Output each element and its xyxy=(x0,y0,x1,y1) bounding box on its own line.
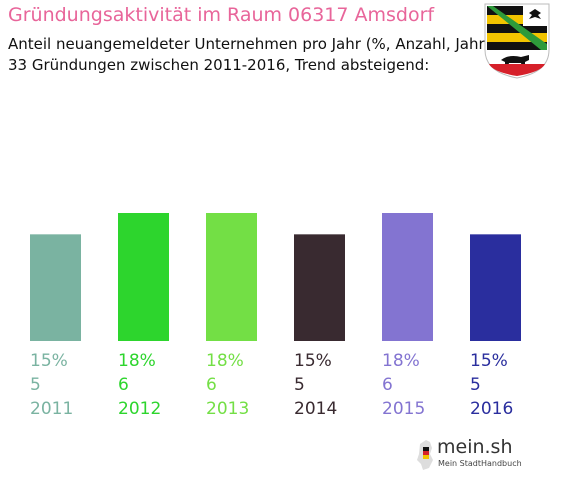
chart-summary: 33 Gründungen zwischen 2011-2016, Trend … xyxy=(8,56,430,74)
germany-map-icon xyxy=(417,440,433,470)
count-label-2015: 6 xyxy=(382,375,393,395)
bar-2016 xyxy=(470,234,521,341)
percent-label-2016: 15% xyxy=(470,351,508,371)
count-label-2016: 5 xyxy=(470,375,481,395)
percent-label-2012: 18% xyxy=(118,351,156,371)
percent-label-2011: 15% xyxy=(30,351,68,371)
chart-title: Gründungsaktivität im Raum 06317 Amsdorf xyxy=(8,4,435,26)
count-label-2014: 5 xyxy=(294,375,305,395)
year-label-2015: 2015 xyxy=(382,399,425,419)
percent-label-2013: 18% xyxy=(206,351,244,371)
percent-label-2014: 15% xyxy=(294,351,332,371)
bar-2014 xyxy=(294,234,345,341)
logo-tagline: Mein StadtHandbuch xyxy=(438,459,522,468)
bar-2011 xyxy=(30,234,81,341)
bar-2012 xyxy=(118,213,169,341)
count-label-2011: 5 xyxy=(30,375,41,395)
percent-label-2015: 18% xyxy=(382,351,420,371)
saxony-anhalt-coat-of-arms-icon xyxy=(484,3,550,79)
bar-2013 xyxy=(206,213,257,341)
count-label-2013: 6 xyxy=(206,375,217,395)
year-label-2016: 2016 xyxy=(470,399,513,419)
chart-subtitle: Anteil neuangemeldeter Unternehmen pro J… xyxy=(8,35,491,53)
year-label-2011: 2011 xyxy=(30,399,73,419)
year-label-2014: 2014 xyxy=(294,399,337,419)
year-label-2012: 2012 xyxy=(118,399,161,419)
bar-2015 xyxy=(382,213,433,341)
year-label-2013: 2013 xyxy=(206,399,249,419)
logo-wordmark[interactable]: mein.sh xyxy=(437,436,513,458)
count-label-2012: 6 xyxy=(118,375,129,395)
